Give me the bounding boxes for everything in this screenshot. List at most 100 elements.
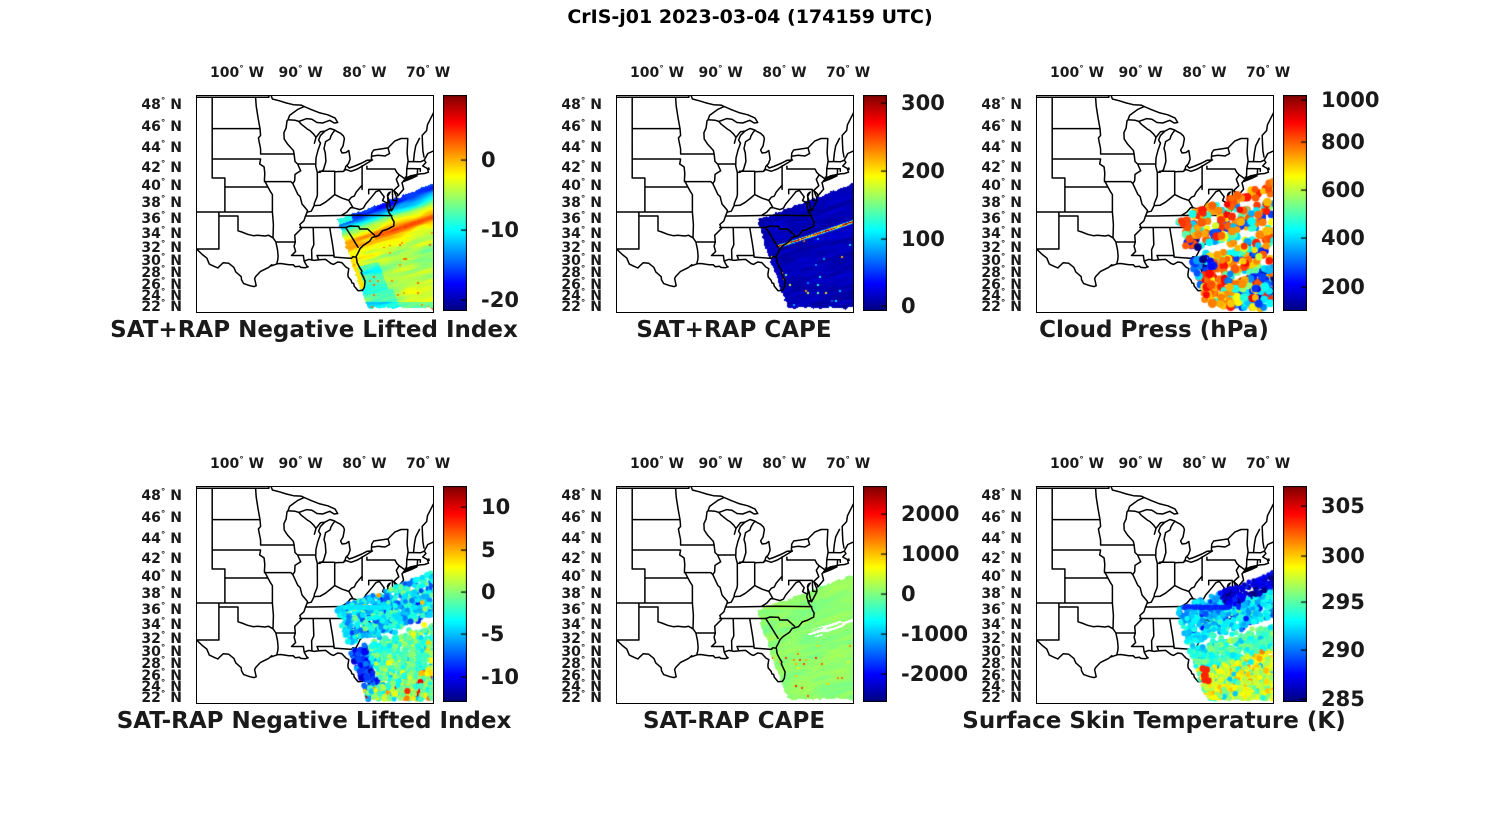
degree-symbol: ° [580,667,586,678]
degree-symbol: ° [160,530,166,541]
latitude-tick-label: 22° N [141,689,182,706]
longitude-tick-label: 70° W [1245,64,1291,81]
panel-title: Surface Skin Temperature (K) [962,708,1346,734]
degree-symbol: ° [160,630,166,641]
degree-symbol: ° [580,252,586,263]
latitude-tick-label: 32° N [561,239,602,256]
latitude-tick-label: 46° N [141,118,182,135]
longitude-tick-label: 80° W [1182,455,1227,472]
latitude-tick-label: 44° N [141,530,182,547]
degree-symbol: ° [425,455,430,466]
latitude-tick-label: 28° N [141,655,182,672]
colorbar: 0 -10 -20 [443,95,563,312]
degree-symbol: ° [1000,655,1006,666]
degree-symbol: ° [580,298,586,309]
degree-symbol: ° [580,655,586,666]
degree-symbol: ° [1000,287,1006,298]
latitude-tick-label: 44° N [561,139,602,156]
degree-symbol: ° [160,118,166,129]
degree-symbol: ° [580,96,586,107]
latitude-tick-label: 26° N [981,276,1022,293]
longitude-tick-label: 100° W [209,455,265,472]
colorbar-tick-label: 300 [901,90,945,115]
colorbar-tick-label: 200 [901,158,945,183]
degree-symbol: ° [1000,194,1006,205]
us-state-basemap [197,96,433,292]
degree-symbol: ° [580,616,586,627]
panel-title: SAT-RAP Negative Lifted Index [116,708,512,734]
latitude-tick-label: 34° N [561,616,602,633]
longitude-tick-label: 100° W [209,64,265,81]
latitude-tick-label: 24° N [561,678,602,695]
degree-symbol: ° [1000,585,1006,596]
latitude-tick-label: 36° N [981,601,1022,618]
longitude-tick-label: 90° W [698,64,743,81]
latitude-tick-label: 38° N [561,194,602,211]
latitude-tick-label: 44° N [981,530,1022,547]
colorbar-tick-label: 0 [481,579,496,604]
latitude-tick-label: 42° N [981,550,1022,567]
degree-symbol: ° [1000,159,1006,170]
degree-symbol: ° [580,118,586,129]
latitude-tick-label: 32° N [981,630,1022,647]
degree-symbol: ° [781,455,787,466]
longitude-tick-label: 100° W [1049,455,1105,472]
degree-symbol: ° [239,64,244,75]
latitude-axis: 48° N 46° N 44° N 42° N 40° N 38° N 36° N 34° N… [956,486,1028,706]
degree-symbol: ° [425,64,430,75]
degree-symbol: ° [160,276,166,287]
degree-symbol: ° [1000,509,1006,520]
panel-title: SAT+RAP CAPE [636,317,832,343]
latitude-tick-label: 24° N [141,678,182,695]
latitude-tick-label: 38° N [141,194,182,211]
latitude-tick-label: 28° N [981,264,1022,281]
latitude-tick-label: 30° N [561,252,602,269]
longitude-axis: 100° W 90° W 80° W 70° W [616,455,870,478]
latitude-tick-label: 36° N [141,601,182,618]
state-boundaries-path [617,96,853,292]
latitude-tick-label: 30° N [981,252,1022,269]
latitude-axis: 48° N 46° N 44° N 42° N 40° N 38° N 36° N 34° N… [536,486,608,706]
latitude-tick-label: 46° N [981,509,1022,526]
latitude-tick-label: 42° N [141,550,182,567]
colorbar-strip [1283,486,1307,702]
colorbar-strip [1283,95,1307,311]
latitude-tick-label: 48° N [141,487,182,504]
degree-symbol: ° [1079,455,1084,466]
longitude-tick-label: 70° W [825,64,871,81]
longitude-tick-label: 70° W [1245,455,1291,472]
panel-sat-plus-rap-negative-lifted-index: 100° W 90° W 80° W 70° W 48° N 46° N 44° N 42°… [110,65,519,343]
panel-sat-minus-rap-negative-lifted-index: 100° W 90° W 80° W 70° W 48° N 46° N 44° N 42°… [117,456,519,734]
degree-symbol: ° [160,159,166,170]
colorbar: 10 5 0 -5 -10 [443,486,563,702]
degree-symbol: ° [1201,455,1207,466]
latitude-tick-label: 44° N [141,139,182,156]
colorbar: 305 300 295 290 285 [1283,486,1403,711]
data-scatter-overlay [1037,487,1273,703]
latitude-tick-label: 30° N [981,643,1022,660]
degree-symbol: ° [160,287,166,298]
colorbar-tick-label: 1000 [1321,87,1380,112]
latitude-tick-label: 26° N [561,276,602,293]
degree-symbol: ° [580,194,586,205]
colorbar-tick-label: -1000 [901,621,969,646]
latitude-tick-label: 30° N [561,643,602,660]
colorbar-strip [443,486,467,702]
longitude-tick-label: 100° W [629,64,685,81]
degree-symbol: ° [1000,276,1006,287]
latitude-tick-label: 22° N [561,689,602,706]
latitude-tick-label: 30° N [141,252,182,269]
colorbar-tick-label: 0 [901,582,916,606]
degree-symbol: ° [1201,64,1207,75]
latitude-tick-label: 26° N [141,667,182,684]
degree-symbol: ° [160,487,166,498]
latitude-tick-label: 26° N [981,667,1022,684]
degree-symbol: ° [298,64,303,75]
degree-symbol: ° [160,225,166,236]
colorbar-tick-label: 5 [481,537,496,562]
degree-symbol: ° [1000,298,1006,309]
latitude-tick-label: 40° N [141,177,182,194]
latitude-axis: 48° N 46° N 44° N 42° N 40° N 38° N 36° N 34° N… [116,486,188,706]
degree-symbol: ° [160,264,166,275]
degree-symbol: ° [580,487,586,498]
